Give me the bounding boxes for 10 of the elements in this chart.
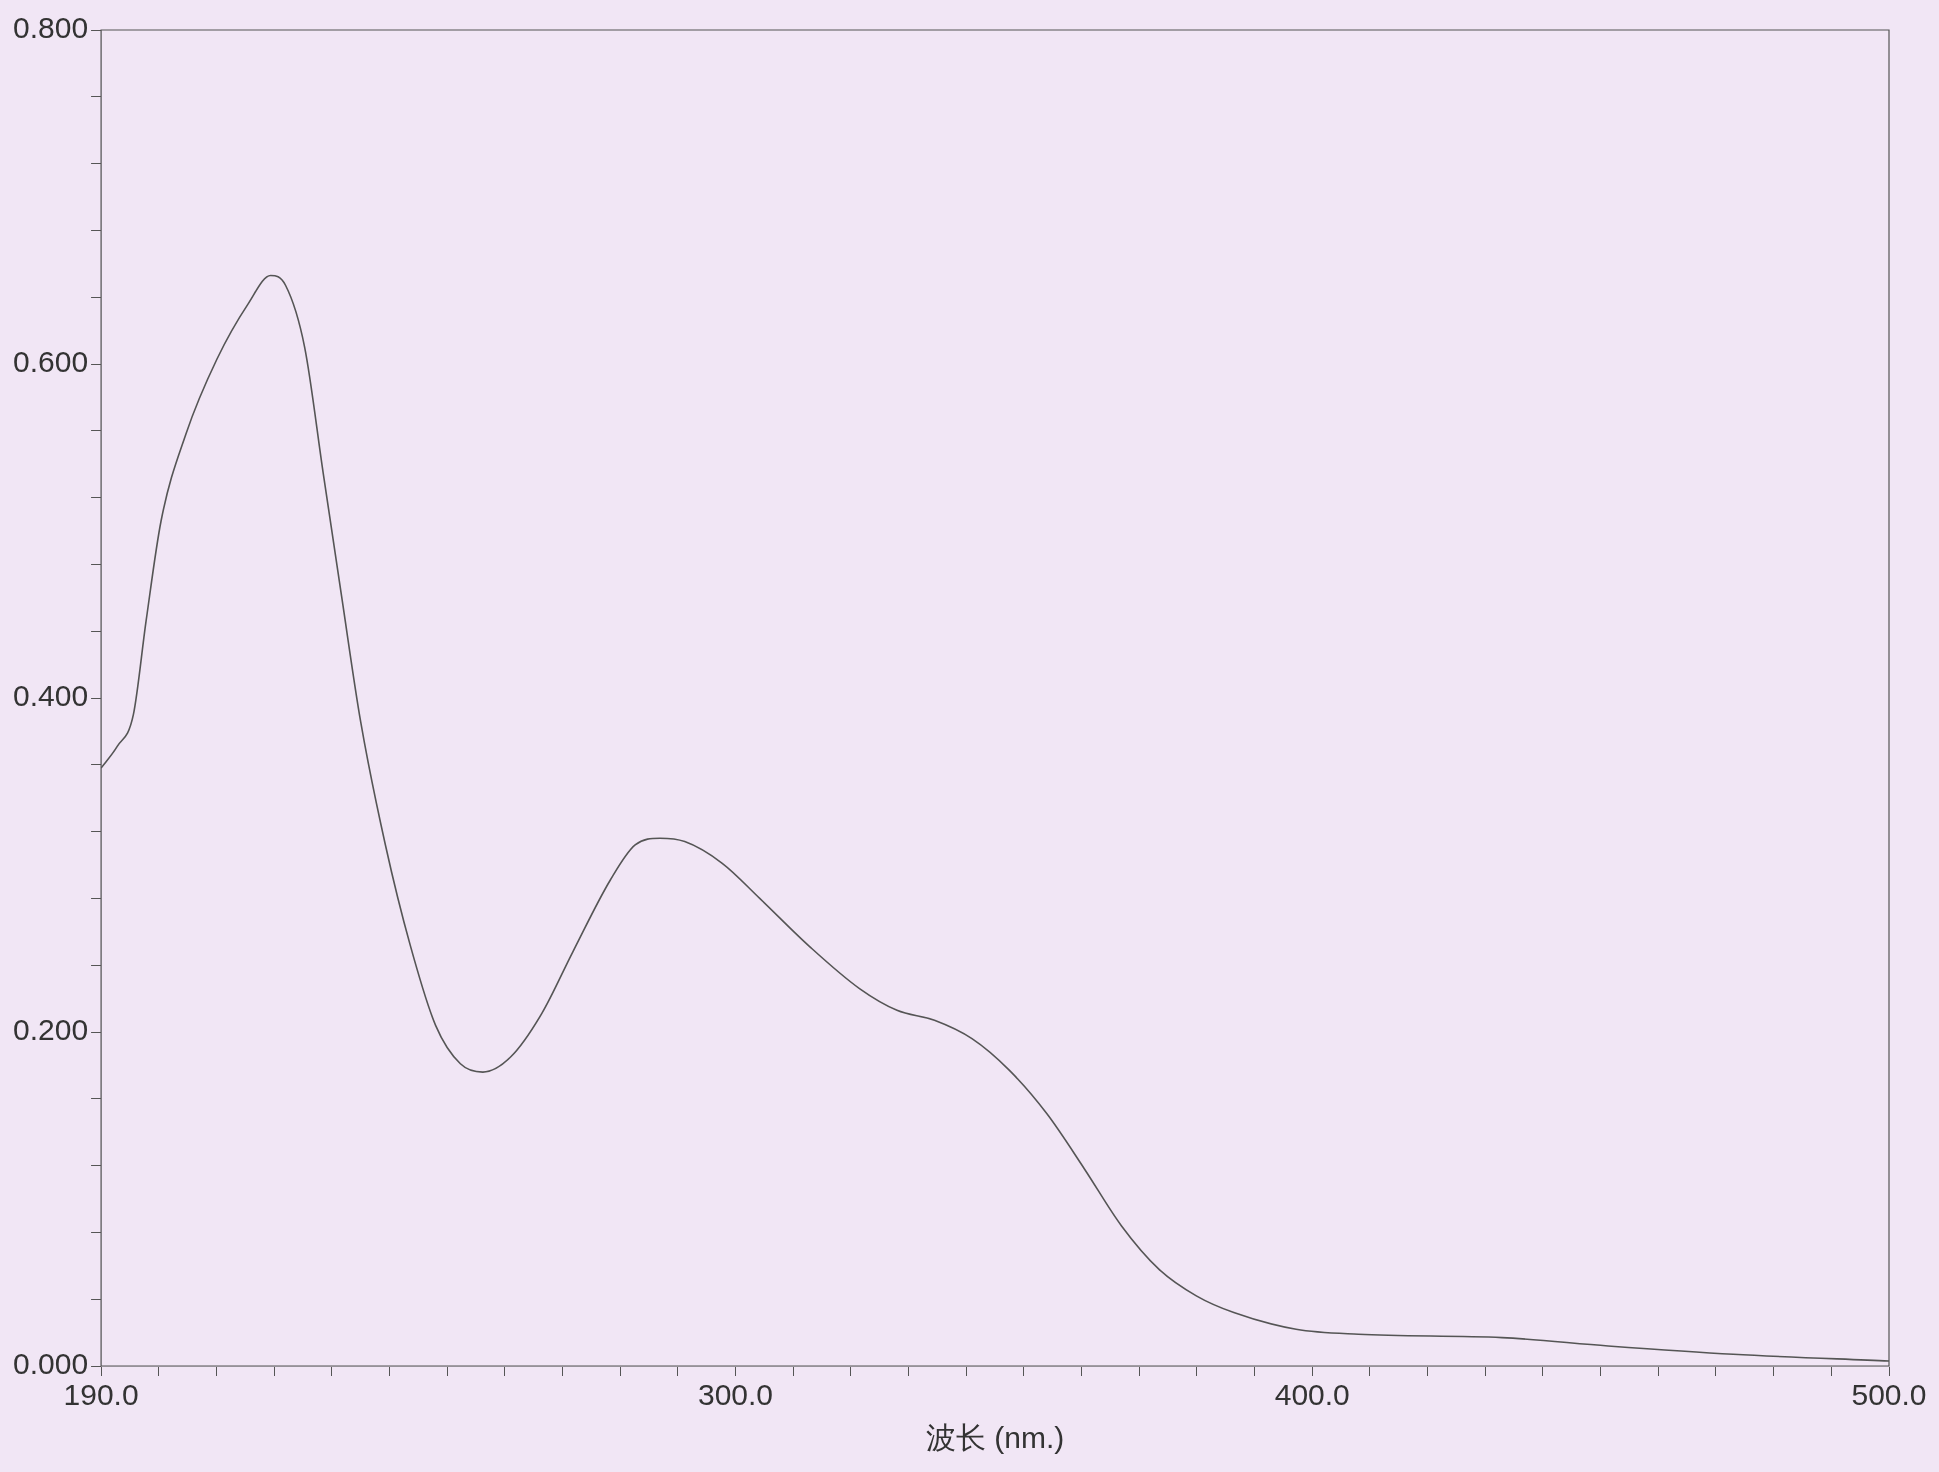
y-tick-label: 0.400 bbox=[13, 679, 89, 713]
x-axis-title: 波长 (nm.) bbox=[925, 1421, 1065, 1455]
x-tick-label: 500.0 bbox=[1851, 1378, 1927, 1412]
x-tick-label: 400.0 bbox=[1274, 1378, 1350, 1412]
y-tick-label: 0.600 bbox=[13, 345, 89, 379]
y-tick-label: 0.200 bbox=[13, 1013, 89, 1047]
x-tick-label: 300.0 bbox=[697, 1378, 774, 1412]
x-tick-label: 190.0 bbox=[63, 1378, 139, 1412]
y-tick-label: 0.800 bbox=[13, 11, 89, 45]
y-tick-label: 0.000 bbox=[13, 1347, 89, 1381]
